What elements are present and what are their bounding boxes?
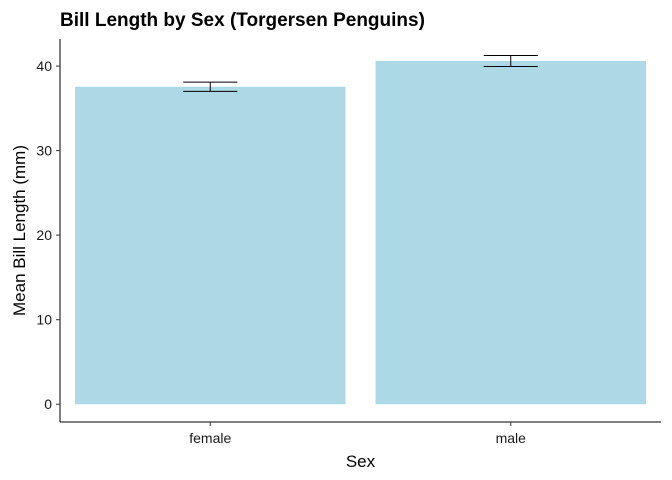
- x-axis-title: Sex: [346, 452, 376, 471]
- x-tick-label-female: female: [189, 430, 231, 446]
- y-tick-label: 0: [44, 396, 52, 412]
- y-tick-label: 40: [36, 58, 52, 74]
- y-axis-title: Mean Bill Length (mm): [10, 145, 29, 316]
- y-axis-ticks: 0 10 20 30 40: [36, 58, 60, 412]
- x-tick-label-male: male: [496, 430, 527, 446]
- error-bar-male: [483, 54, 538, 67]
- bar-male: [375, 60, 646, 405]
- chart-title: Bill Length by Sex (Torgersen Penguins): [60, 10, 425, 31]
- y-tick-label: 10: [36, 312, 52, 328]
- x-axis-ticks: female male: [189, 422, 526, 446]
- error-bar-female: [183, 81, 238, 92]
- y-tick-label: 20: [36, 227, 52, 243]
- error-bars-layer: [183, 54, 538, 92]
- bars-layer: [75, 60, 646, 405]
- y-tick-label: 30: [36, 143, 52, 159]
- bar-female: [75, 86, 346, 405]
